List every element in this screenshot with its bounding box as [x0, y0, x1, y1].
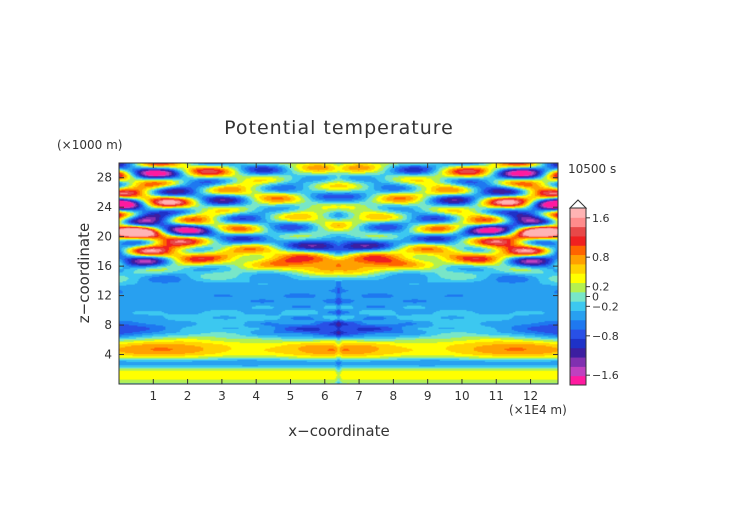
y-tick-label: 4: [104, 348, 112, 362]
y-axis: 4 8 12 16 20 24 28: [97, 171, 558, 362]
plot-frame: [118, 162, 559, 385]
colorbar-swatch: [570, 235, 586, 246]
chart-title: Potential temperature: [224, 117, 454, 139]
x-axis: 1 2 3 4 5 6 7 8 9 10 11 12: [149, 163, 538, 403]
heatmap-image: [119, 163, 558, 384]
heatmap-field: [118, 162, 559, 385]
colorbar-swatch: [570, 319, 586, 330]
colorbar-swatch: [570, 310, 586, 321]
y-unit-label: (×1000 m): [57, 138, 122, 152]
x-tick-label: 1: [149, 389, 157, 403]
colorbar-swatch: [570, 254, 586, 265]
colorbar-swatch: [570, 226, 586, 237]
x-tick-label: 3: [218, 389, 226, 403]
colorbar-tick-label: 1.6: [592, 212, 610, 225]
x-axis-label: x−coordinate: [288, 422, 389, 440]
colorbar-tick-label: 0.2: [592, 281, 610, 294]
x-tick-label: 2: [184, 389, 192, 403]
x-tick-label: 7: [355, 389, 363, 403]
x-tick-label: 12: [523, 389, 538, 403]
colorbar-swatch: [570, 208, 586, 218]
x-tick-label: 10: [454, 389, 469, 403]
colorbar-tick-label: 0: [592, 291, 599, 304]
x-tick-label: 6: [321, 389, 329, 403]
colorbar-tick-label: −0.8: [592, 330, 619, 343]
colorbar: 1.6 0.8 0.20−0.2 −0.8 −1.6: [568, 199, 619, 386]
time-label: 10500 s: [568, 162, 616, 176]
colorbar-swatch: [570, 273, 586, 284]
colorbar-swatch: [570, 338, 586, 349]
x-tick-label: 11: [489, 389, 504, 403]
y-tick-label: 24: [97, 200, 112, 214]
x-tick-label: 8: [390, 389, 398, 403]
colorbar-swatch: [570, 347, 586, 358]
colorbar-swatch: [570, 301, 586, 311]
colorbar-tick-label: 0.8: [592, 251, 610, 264]
colorbar-swatch: [570, 217, 586, 228]
colorbar-swatch: [570, 375, 586, 386]
y-tick-label: 8: [104, 318, 112, 332]
colorbar-swatch: [570, 291, 586, 302]
y-tick-label: 28: [97, 171, 112, 185]
y-tick-label: 16: [97, 259, 112, 273]
colorbar-swatch: [570, 329, 586, 339]
colorbar-swatch: [570, 245, 586, 256]
colorbar-swatch: [570, 357, 586, 367]
y-tick-label: 20: [97, 230, 112, 244]
x-tick-label: 4: [252, 389, 260, 403]
colorbar-swatch: [570, 282, 586, 293]
y-axis-label: z−coordinate: [75, 223, 93, 323]
x-tick-label: 9: [424, 389, 432, 403]
colorbar-overflow-triangle: [568, 199, 588, 209]
x-unit-label: (×1E4 m): [509, 403, 567, 417]
x-tick-label: 5: [287, 389, 295, 403]
y-tick-label: 12: [97, 289, 112, 303]
colorbar-tick-label: −1.6: [592, 369, 619, 382]
colorbar-swatch: [570, 366, 586, 377]
colorbar-swatch: [570, 263, 586, 274]
colorbar-tick-label: −0.2: [592, 300, 619, 313]
